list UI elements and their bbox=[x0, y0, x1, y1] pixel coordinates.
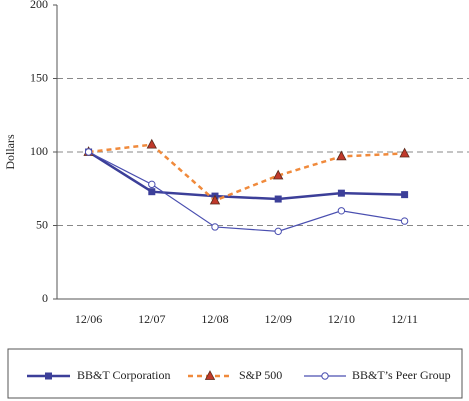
series-line bbox=[88, 143, 405, 202]
x-tick-label: 12/06 bbox=[75, 312, 102, 326]
marker bbox=[400, 217, 409, 225]
marker bbox=[273, 169, 284, 180]
marker bbox=[399, 147, 410, 158]
legend-box bbox=[7, 348, 463, 399]
y-tick-label: 200 bbox=[30, 0, 48, 11]
legend-marker bbox=[321, 372, 329, 380]
marker bbox=[146, 138, 157, 149]
y-tick-label: 50 bbox=[36, 217, 48, 231]
y-tick-label: 150 bbox=[30, 70, 48, 84]
marker bbox=[274, 227, 282, 236]
x-tick-label: 12/09 bbox=[265, 312, 292, 326]
marker bbox=[274, 195, 282, 203]
y-axis-label: Dollars bbox=[3, 134, 17, 170]
marker bbox=[401, 191, 409, 199]
marker bbox=[336, 150, 347, 161]
x-tick-label: 12/08 bbox=[201, 312, 228, 326]
x-tick-label: 12/11 bbox=[391, 312, 418, 326]
legend-marker bbox=[45, 372, 52, 380]
marker bbox=[337, 207, 346, 215]
legend-label: BB&T’s Peer Group bbox=[352, 368, 451, 382]
y-tick-label: 100 bbox=[30, 144, 48, 158]
series-line bbox=[88, 151, 405, 232]
legend-label: BB&T Corporation bbox=[77, 368, 170, 382]
marker bbox=[211, 223, 219, 231]
marker bbox=[148, 180, 156, 189]
legend-label: S&P 500 bbox=[239, 368, 282, 382]
marker bbox=[148, 188, 156, 196]
x-tick-label: 12/10 bbox=[328, 312, 355, 326]
y-tick-label: 0 bbox=[42, 291, 48, 305]
marker bbox=[209, 194, 221, 205]
legend-marker bbox=[204, 370, 216, 380]
marker bbox=[337, 189, 345, 197]
marker bbox=[84, 148, 93, 156]
series-line bbox=[87, 150, 405, 201]
x-tick-label: 12/07 bbox=[138, 312, 165, 326]
